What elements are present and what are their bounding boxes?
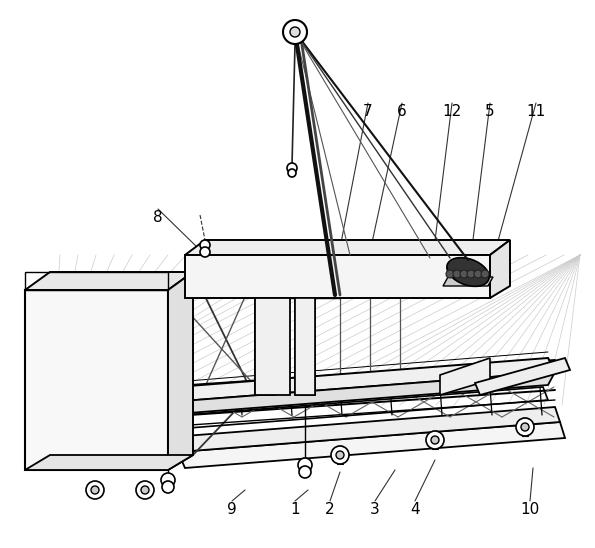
Circle shape xyxy=(161,473,175,487)
Polygon shape xyxy=(490,240,510,298)
Circle shape xyxy=(86,481,104,499)
Circle shape xyxy=(288,169,296,177)
Circle shape xyxy=(474,270,482,278)
Text: 12: 12 xyxy=(442,105,462,119)
Circle shape xyxy=(287,163,297,173)
Polygon shape xyxy=(255,275,287,285)
Polygon shape xyxy=(163,372,555,415)
Text: 8: 8 xyxy=(153,210,163,225)
Polygon shape xyxy=(178,422,565,468)
Circle shape xyxy=(336,451,344,459)
Text: 10: 10 xyxy=(521,503,540,517)
Text: 1: 1 xyxy=(290,503,300,517)
Circle shape xyxy=(91,486,99,494)
Text: 2: 2 xyxy=(325,503,335,517)
Polygon shape xyxy=(25,455,193,470)
Circle shape xyxy=(467,270,475,278)
Bar xyxy=(295,285,315,395)
Text: 9: 9 xyxy=(227,503,237,517)
Bar xyxy=(255,285,275,395)
Text: 3: 3 xyxy=(370,503,380,517)
Circle shape xyxy=(298,458,312,472)
Circle shape xyxy=(299,466,311,478)
Circle shape xyxy=(141,486,149,494)
Polygon shape xyxy=(168,272,193,470)
Text: 6: 6 xyxy=(397,105,407,119)
Circle shape xyxy=(200,247,210,257)
Circle shape xyxy=(516,418,534,436)
Circle shape xyxy=(162,481,174,493)
Polygon shape xyxy=(475,358,570,395)
Circle shape xyxy=(481,270,489,278)
Circle shape xyxy=(283,20,307,44)
Polygon shape xyxy=(185,240,510,255)
Circle shape xyxy=(426,431,444,449)
Bar xyxy=(25,272,168,290)
Polygon shape xyxy=(443,277,493,286)
Ellipse shape xyxy=(447,258,489,287)
Circle shape xyxy=(460,270,468,278)
Polygon shape xyxy=(172,407,560,452)
Bar xyxy=(295,298,315,395)
Text: 5: 5 xyxy=(485,105,495,119)
Bar xyxy=(255,298,290,395)
Circle shape xyxy=(290,27,300,37)
Polygon shape xyxy=(25,290,168,470)
Text: 7: 7 xyxy=(363,105,373,119)
Circle shape xyxy=(431,436,439,444)
Polygon shape xyxy=(185,255,490,298)
Polygon shape xyxy=(25,272,193,290)
Circle shape xyxy=(446,270,454,278)
Circle shape xyxy=(453,270,461,278)
Polygon shape xyxy=(440,358,490,395)
Text: 11: 11 xyxy=(527,105,546,119)
Circle shape xyxy=(136,481,154,499)
Polygon shape xyxy=(163,358,555,402)
Text: 4: 4 xyxy=(410,503,420,517)
Circle shape xyxy=(331,446,349,464)
Circle shape xyxy=(521,423,529,431)
Circle shape xyxy=(200,240,210,250)
